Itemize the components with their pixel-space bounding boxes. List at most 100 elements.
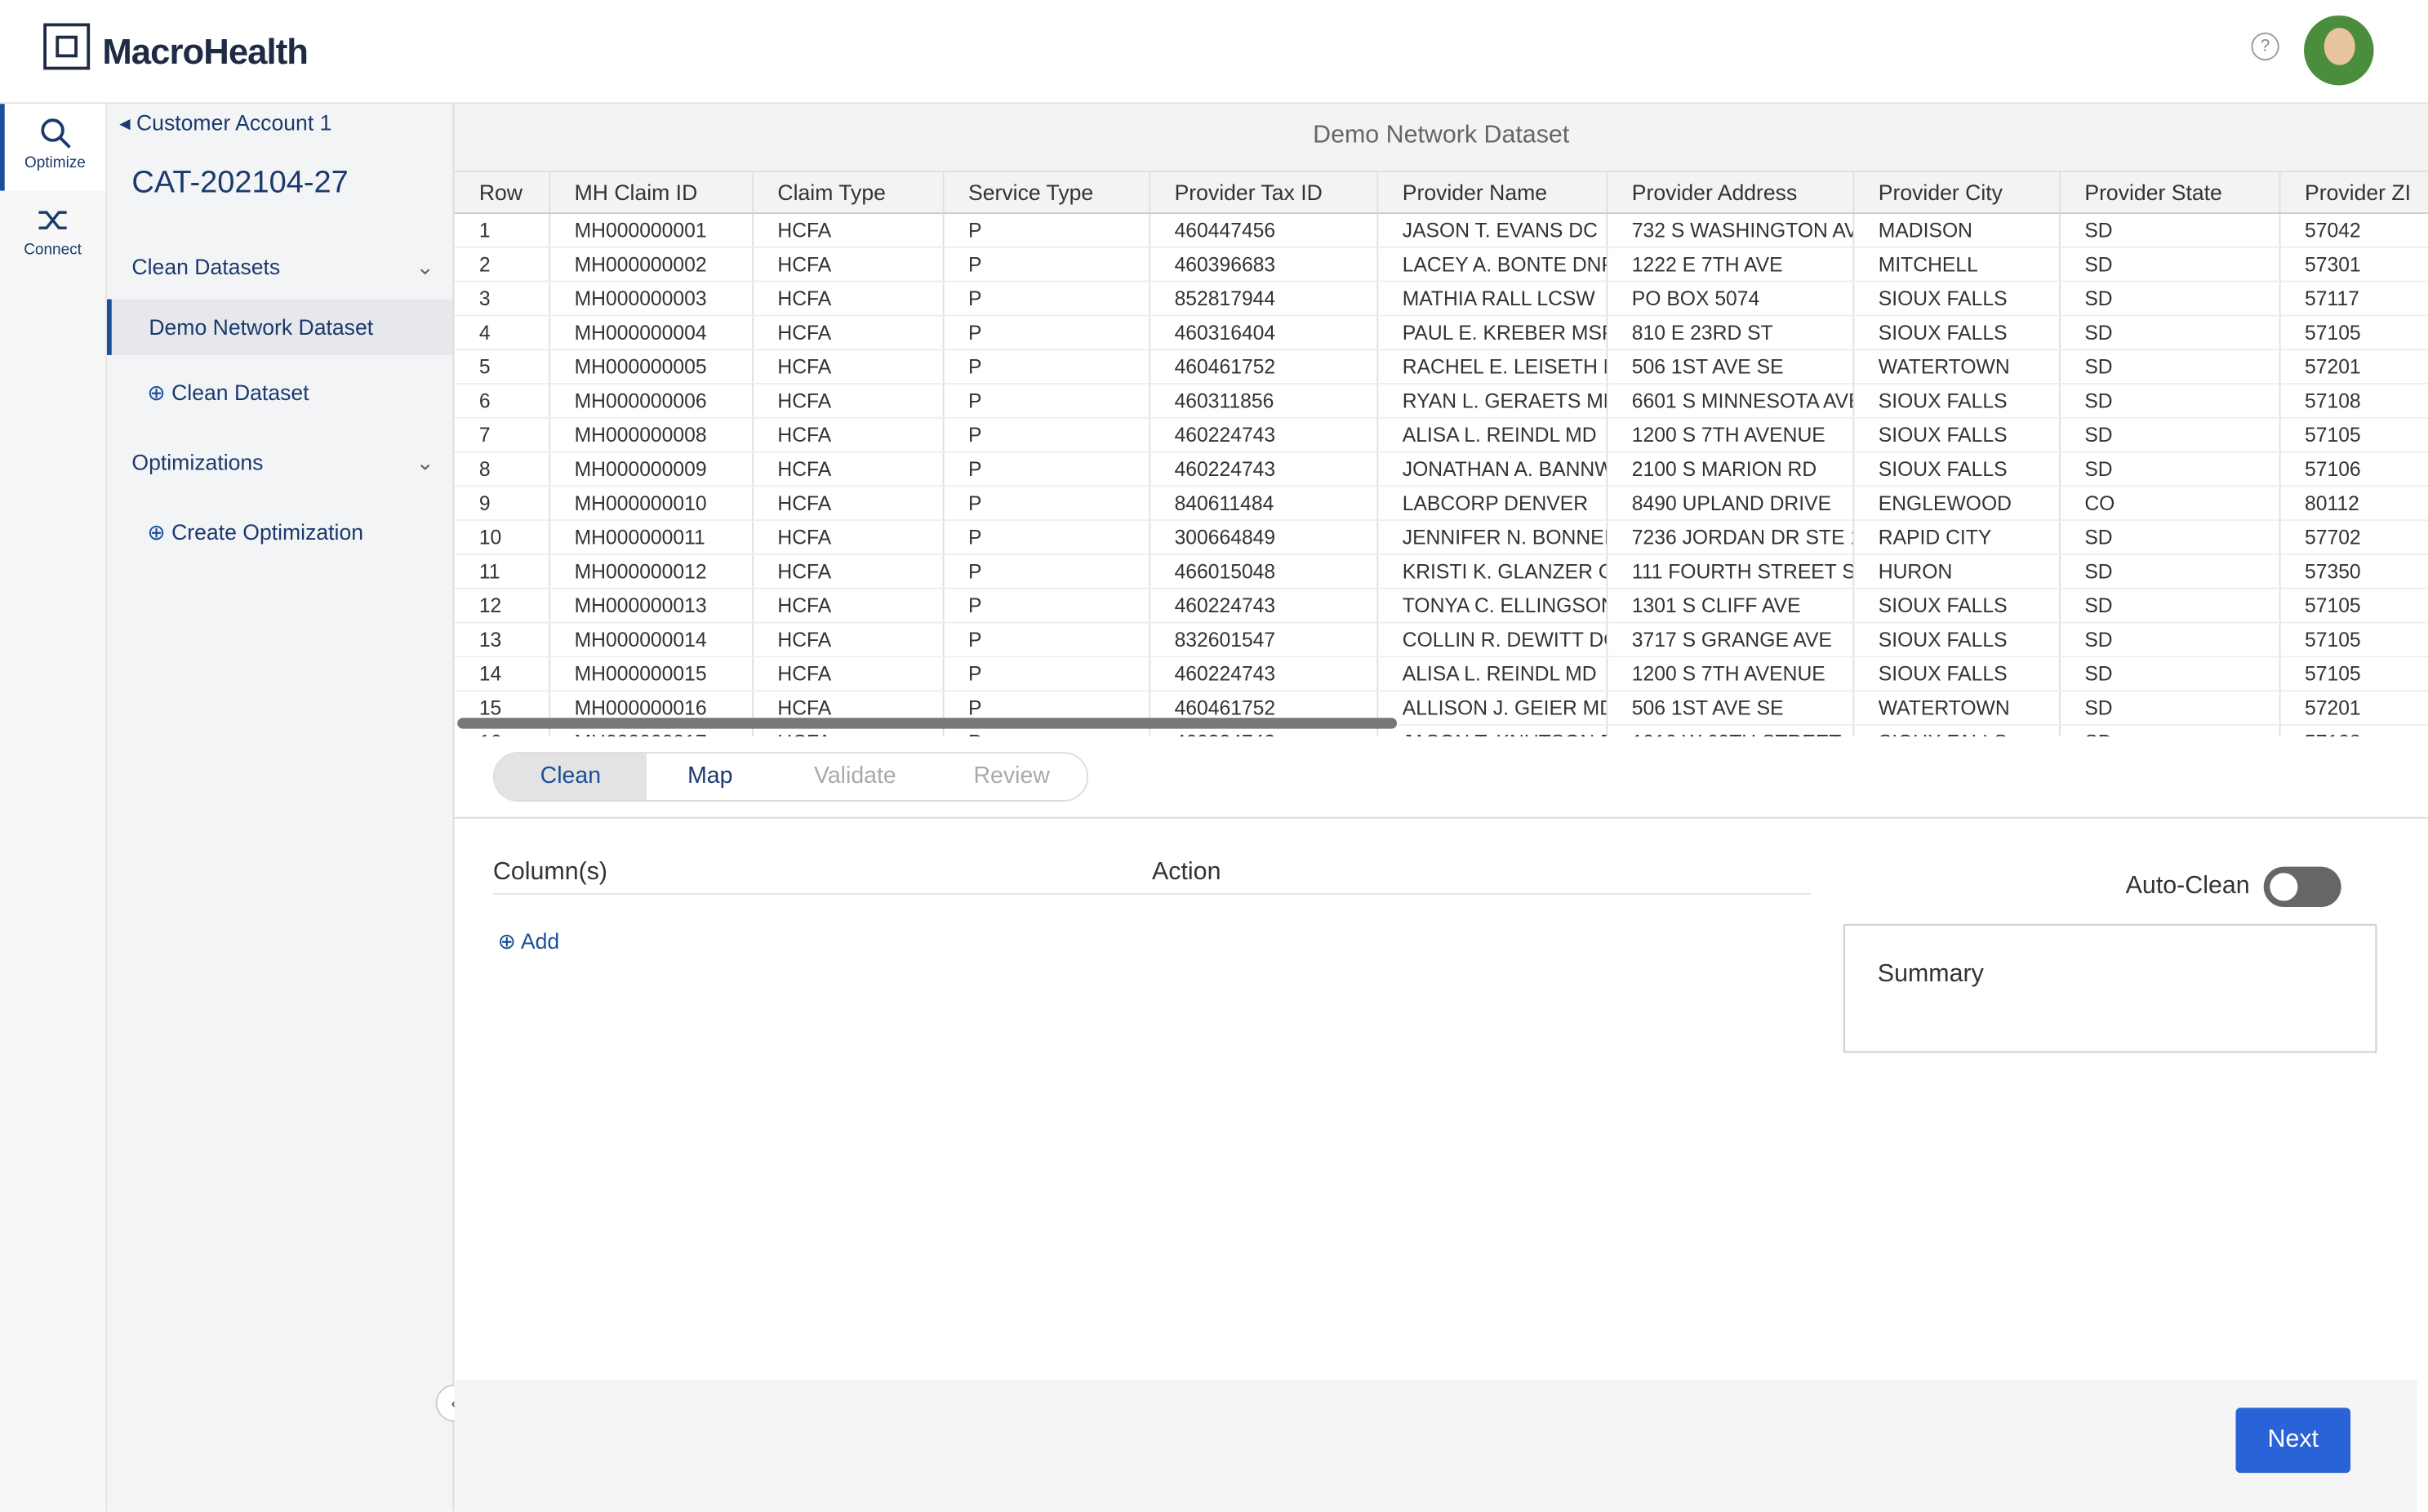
- cell: 13: [454, 622, 550, 658]
- cell: JASON T. EVANS DC: [1376, 213, 1608, 248]
- cell: 460224743: [1149, 656, 1378, 692]
- column-header[interactable]: Provider Address: [1606, 171, 1854, 215]
- cell: P: [942, 554, 1150, 589]
- cell: 57042: [2279, 213, 2428, 248]
- column-header[interactable]: Provider ZI: [2279, 171, 2428, 215]
- table-row: 9 MH000000010 HCFA P 840611484 LABCORP DENVER…: [454, 486, 2428, 522]
- plus-icon: ⊕: [147, 519, 172, 545]
- cell: 57105: [2279, 656, 2428, 692]
- cell: 460316404: [1149, 315, 1378, 351]
- cell: SD: [2059, 451, 2280, 487]
- cell: 460461752: [1149, 349, 1378, 385]
- data-table: Row MH Claim ID Claim Type Service Type Prov…: [454, 171, 2428, 737]
- step[interactable]: Validate: [813, 763, 896, 789]
- cell: JASON T. KNUTSON D: [1376, 724, 1608, 737]
- sidebar: ◂ Customer Account 1 CAT-202104-27 Clean…: [107, 104, 474, 1512]
- cell: 3: [454, 281, 550, 317]
- cell: 8: [454, 451, 550, 487]
- cell: 57108: [2279, 384, 2428, 419]
- cell: ALISA L. REINDL MD: [1376, 656, 1608, 692]
- table-row: 16MH000000017HCFAP460224743JASON T. KNUT…: [454, 724, 2428, 737]
- cell: MH000000006: [549, 384, 754, 419]
- cell: HCFA: [752, 281, 944, 317]
- cell: SD: [2059, 622, 2280, 658]
- cell: 57201: [2279, 691, 2428, 726]
- cell: P: [942, 315, 1150, 351]
- back-link[interactable]: ◂ Customer Account 1: [119, 109, 332, 136]
- cell: HCFA: [752, 451, 944, 487]
- cell: 460447456: [1149, 213, 1378, 248]
- section-item[interactable]: Demo Network Dataset: [107, 299, 453, 355]
- logo[interactable]: MacroHealth: [102, 30, 309, 72]
- cell: SIOUX FALLS: [1852, 724, 2060, 737]
- cell: ALLISON J. GEIER MD: [1376, 691, 1608, 726]
- cell: MH000000002: [549, 247, 754, 282]
- action-label: Action: [1152, 859, 1221, 886]
- stepper-bar: Clean Map Validate Review: [454, 736, 2428, 819]
- cell: P: [942, 417, 1150, 453]
- cell: P: [942, 451, 1150, 487]
- section-action[interactable]: ⊕ Clean Dataset: [107, 355, 452, 429]
- section-header[interactable]: Clean Datasets ⌄: [107, 234, 452, 300]
- next-button[interactable]: Next: [2235, 1407, 2351, 1474]
- table-row: 3 MH000000003 HCFA P 852817944 MATHIA RALL LC…: [454, 281, 2428, 317]
- scrollbar[interactable]: [457, 718, 1398, 729]
- cell: P: [942, 588, 1150, 624]
- cell: 57105: [2279, 622, 2428, 658]
- cell: LABCORP DENVER: [1376, 486, 1608, 522]
- chevron: ⌄: [416, 449, 434, 475]
- section-action[interactable]: ⊕ Create Optimization: [107, 495, 452, 569]
- cell: 57201: [2279, 349, 2428, 385]
- cell: SD: [2059, 588, 2280, 624]
- step[interactable]: Map: [687, 763, 733, 789]
- cell: JENNIFER N. BONNEI: [1376, 520, 1608, 555]
- column-header[interactable]: Claim Type: [752, 171, 944, 215]
- cell: SD: [2059, 315, 2280, 351]
- cell: 14: [454, 656, 550, 692]
- section-header[interactable]: Optimizations ⌄: [107, 429, 452, 495]
- step[interactable]: Review: [973, 763, 1050, 789]
- cell: MH000000001: [549, 213, 754, 248]
- cell: P: [942, 486, 1150, 522]
- add-button[interactable]: ⊕ Add: [497, 928, 560, 954]
- auto-clean-toggle[interactable]: [2263, 866, 2341, 907]
- table-row: 13 MH000000014 HCFA P 832601547 COLLIN R. DEW…: [454, 622, 2428, 658]
- column-header[interactable]: Provider State: [2059, 171, 2280, 215]
- avatar[interactable]: [2304, 15, 2374, 86]
- cell: SD: [2059, 213, 2280, 248]
- cell: P: [942, 247, 1150, 282]
- table-wrap: Row MH Claim ID Claim Type Service Type Prov…: [454, 170, 2428, 737]
- step[interactable]: Clean: [494, 753, 647, 800]
- auto-clean-label: Auto-Clean: [2125, 873, 2250, 900]
- column-header[interactable]: Provider Tax ID: [1149, 171, 1378, 215]
- cell: HCFA: [752, 384, 944, 419]
- panel-header: Column(s) Action: [492, 859, 1812, 895]
- column-header[interactable]: Service Type: [942, 171, 1150, 215]
- logo-icon: [43, 23, 91, 70]
- help-icon[interactable]: ?: [2251, 32, 2279, 61]
- cell: HCFA: [752, 656, 944, 692]
- cell: 57350: [2279, 554, 2428, 589]
- rail-optimize[interactable]: Optimize: [0, 104, 106, 191]
- cell: HCFA: [752, 247, 944, 282]
- table-row: 14 MH000000015 HCFA P 460224743 ALISA L. REIN…: [454, 656, 2428, 692]
- cell: 810 E 23RD ST: [1606, 315, 1854, 351]
- action-text: Create Optimization: [171, 519, 364, 545]
- cell: 506 1ST AVE SE: [1606, 349, 1854, 385]
- table-row: 6 MH000000006 HCFA P 460311856 RYAN L. GERAET…: [454, 384, 2428, 419]
- column-header[interactable]: Row: [454, 171, 550, 215]
- column-header[interactable]: MH Claim ID: [549, 171, 754, 215]
- cell: ENGLEWOOD: [1852, 486, 2060, 522]
- rail-connect[interactable]: Connect: [0, 191, 105, 278]
- cell: RAPID CITY: [1852, 520, 2060, 555]
- cell: 57301: [2279, 247, 2428, 282]
- section-label: Optimizations: [131, 449, 264, 475]
- column-header[interactable]: Provider City: [1852, 171, 2060, 215]
- cell: 7: [454, 417, 550, 453]
- section-label: Clean Datasets: [131, 254, 281, 279]
- cell: 300664849: [1149, 520, 1378, 555]
- cell: MH000000013: [549, 588, 754, 624]
- column-header[interactable]: Provider Name: [1376, 171, 1608, 215]
- cell: 840611484: [1149, 486, 1378, 522]
- sidebar-title: CAT-202104-27: [131, 166, 349, 200]
